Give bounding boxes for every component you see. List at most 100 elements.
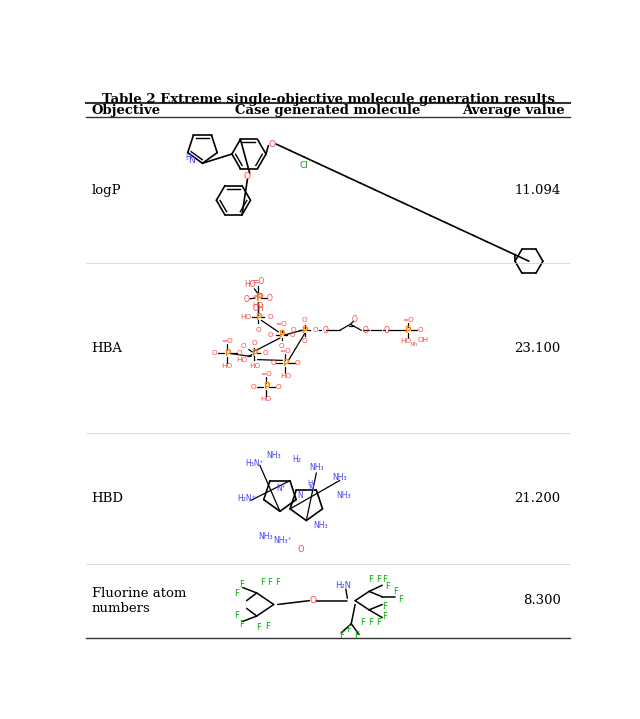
Text: F: F (382, 612, 387, 620)
Text: O: O (278, 343, 284, 349)
Text: P: P (404, 326, 411, 335)
Text: F: F (385, 582, 390, 591)
Text: OH: OH (418, 336, 429, 343)
Text: O: O (252, 339, 257, 346)
Text: HO: HO (253, 302, 264, 308)
Text: F: F (382, 574, 387, 584)
Text: H₂: H₂ (292, 455, 301, 464)
Text: Average value: Average value (461, 104, 564, 116)
Text: Case generated molecule: Case generated molecule (236, 104, 420, 116)
Text: F: F (382, 603, 387, 611)
Text: =O: =O (276, 321, 287, 327)
Text: N: N (297, 491, 303, 500)
Text: P: P (224, 349, 230, 358)
Text: Table 2 Extreme single-objective molecule generation results: Table 2 Extreme single-objective molecul… (102, 93, 554, 106)
Text: F: F (376, 618, 381, 627)
Text: HBA: HBA (92, 342, 123, 354)
Text: HO: HO (249, 363, 260, 369)
Text: =O: =O (252, 277, 264, 285)
Text: P: P (282, 359, 289, 368)
Text: =O: =O (221, 338, 233, 344)
Text: O: O (276, 383, 281, 390)
Text: F: F (393, 587, 398, 596)
Text: O: O (351, 315, 357, 324)
Text: O: O (244, 172, 251, 181)
Text: H₃N⁺: H₃N⁺ (245, 459, 264, 468)
Text: 11.094: 11.094 (515, 184, 561, 197)
Text: F: F (376, 574, 381, 584)
Text: NH₃: NH₃ (336, 491, 351, 500)
Text: O: O (417, 327, 423, 334)
Text: F: F (275, 578, 280, 587)
Text: F: F (256, 623, 260, 632)
Text: O: O (363, 326, 369, 335)
Text: F: F (239, 620, 244, 629)
Text: HO: HO (236, 357, 248, 362)
Text: O: O (244, 295, 250, 304)
Text: O: O (267, 293, 273, 303)
Text: N: N (308, 484, 314, 493)
Text: =O: =O (280, 348, 291, 354)
Text: P: P (255, 293, 262, 303)
Text: =O: =O (260, 371, 272, 377)
Text: N⁺: N⁺ (276, 484, 287, 493)
Text: 21.200: 21.200 (515, 492, 561, 505)
Text: Rh: Rh (410, 342, 418, 347)
Text: O: O (302, 316, 308, 323)
Text: HO: HO (401, 338, 412, 344)
Text: F: F (346, 626, 351, 634)
Text: F: F (354, 631, 359, 640)
Text: NH₃: NH₃ (266, 452, 281, 460)
Text: O: O (302, 338, 308, 344)
Text: =O: =O (252, 293, 264, 298)
Text: O: O (291, 327, 297, 334)
Text: H₂N⁺: H₂N⁺ (237, 494, 256, 503)
Text: O: O (323, 326, 328, 335)
Text: F: F (260, 578, 264, 587)
Text: O: O (251, 383, 257, 390)
Text: F: F (397, 595, 403, 603)
Text: O: O (313, 327, 319, 334)
Text: H₂N: H₂N (335, 581, 351, 590)
Text: NH₃: NH₃ (332, 473, 347, 482)
Text: P: P (301, 326, 308, 335)
Text: NH₃: NH₃ (309, 463, 324, 472)
Text: O: O (295, 360, 301, 367)
Text: HO: HO (221, 363, 233, 369)
Text: F: F (234, 589, 239, 598)
Text: logP: logP (92, 184, 121, 197)
Text: Objective: Objective (92, 104, 161, 116)
Text: O: O (212, 350, 218, 357)
Text: O: O (309, 596, 316, 605)
Text: F: F (339, 631, 344, 640)
Text: P: P (255, 313, 262, 322)
Text: O: O (262, 350, 268, 357)
Text: O: O (241, 343, 246, 349)
Text: NH₃: NH₃ (259, 532, 273, 541)
Text: Cl: Cl (300, 160, 308, 170)
Text: N: N (188, 156, 195, 165)
Text: HO: HO (240, 314, 252, 320)
Text: F: F (268, 578, 272, 587)
Text: F: F (234, 610, 239, 620)
Text: H: H (185, 153, 191, 162)
Text: O: O (269, 139, 276, 149)
Text: F: F (368, 574, 373, 584)
Text: P: P (251, 349, 258, 358)
Text: HBD: HBD (92, 492, 124, 505)
Text: F: F (360, 618, 365, 627)
Text: O: O (289, 332, 295, 338)
Text: =O: =O (402, 316, 413, 323)
Text: O: O (268, 314, 273, 320)
Text: F: F (239, 580, 244, 589)
Text: O: O (383, 326, 389, 335)
Text: P: P (262, 382, 269, 391)
Text: 23.100: 23.100 (515, 342, 561, 354)
Text: O: O (255, 326, 261, 333)
Text: HO: HO (244, 280, 256, 288)
Text: HO: HO (280, 372, 291, 379)
Text: F: F (265, 621, 270, 631)
Text: OH: OH (252, 304, 264, 313)
Text: O: O (270, 360, 276, 367)
Text: P: P (278, 331, 285, 339)
